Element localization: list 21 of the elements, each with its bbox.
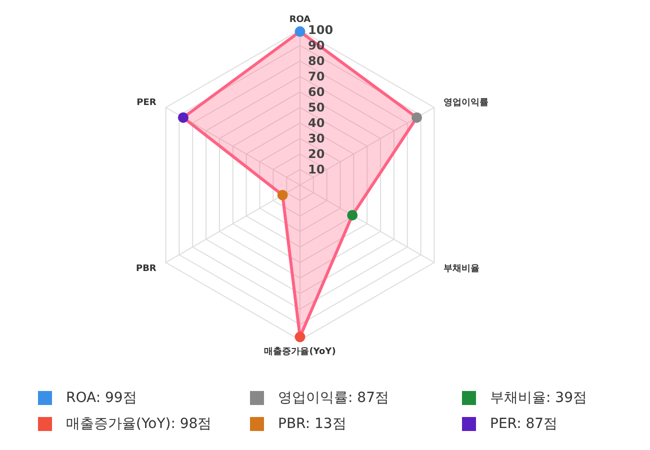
y-tick-label: 80 xyxy=(308,54,325,68)
y-tick-label: 70 xyxy=(308,70,325,84)
text: 부채비율: 39점 xyxy=(490,389,587,407)
y-tick-label: 40 xyxy=(308,116,325,130)
text: ROA: 99점 xyxy=(66,389,137,407)
spoke-label: PBR xyxy=(136,264,156,274)
y-tick-label: 30 xyxy=(308,132,325,146)
text: 매출증가율(YoY): 98점 xyxy=(66,415,212,433)
y-tick-label: 20 xyxy=(308,147,325,161)
spoke-label: 매출증가율(YoY) xyxy=(264,346,336,357)
y-tick-label: 100 xyxy=(308,23,334,37)
spoke-label: 부채비율 xyxy=(444,264,480,274)
spoke-label: 영업이익률 xyxy=(444,98,489,108)
text: 영업이익률: 87점 xyxy=(278,389,389,407)
y-tick-label: 60 xyxy=(308,85,325,99)
spoke-label: PER xyxy=(136,98,156,108)
text: PBR: 13점 xyxy=(278,415,346,433)
text: PER: 87점 xyxy=(490,415,558,433)
spoke-label: ROA xyxy=(289,15,311,26)
y-tick-label: 50 xyxy=(308,100,325,114)
y-tick-label: 10 xyxy=(308,162,325,176)
